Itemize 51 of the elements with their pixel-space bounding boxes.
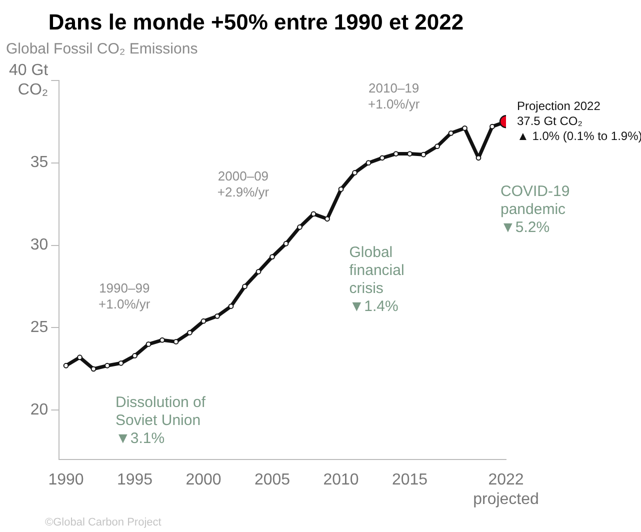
x-tick-label: 1990 bbox=[48, 472, 84, 489]
y-tick-label: 25 bbox=[30, 319, 48, 336]
y-tick-label: 35 bbox=[30, 154, 48, 172]
y-tick-label: 40 Gt CO₂ bbox=[8, 62, 49, 98]
x-tick-label: 2022 projected bbox=[473, 472, 539, 508]
y-tick-label: 20 bbox=[30, 402, 48, 419]
text: ©Global Carbon Project bbox=[45, 516, 162, 529]
x-tick-label: 2005 bbox=[254, 472, 290, 489]
x-tick-label: 2000 bbox=[186, 472, 222, 489]
annotation: 1990–99 +1.0%/yr bbox=[98, 280, 151, 312]
point bbox=[77, 354, 82, 360]
annotation: 2010–19 +1.0%/yr bbox=[368, 80, 420, 112]
annotation: Dissolution of Soviet Union ▼3.1% bbox=[116, 394, 206, 448]
point bbox=[160, 337, 165, 343]
point bbox=[270, 254, 275, 260]
point bbox=[324, 216, 330, 222]
point bbox=[187, 330, 192, 336]
point bbox=[338, 186, 344, 192]
point bbox=[380, 155, 385, 161]
point bbox=[420, 152, 426, 158]
point bbox=[366, 160, 372, 166]
point bbox=[200, 318, 206, 324]
point bbox=[63, 362, 69, 368]
point bbox=[90, 366, 96, 372]
annotation: Global financial crisis ▼1.4% bbox=[349, 244, 404, 316]
point bbox=[214, 313, 220, 319]
point bbox=[434, 144, 440, 150]
point bbox=[146, 341, 152, 347]
point bbox=[462, 126, 468, 131]
x-tick-label: 2010 bbox=[323, 472, 359, 489]
point bbox=[256, 268, 262, 274]
point bbox=[104, 362, 110, 368]
annotation: COVID-19 pandemic ▼5.2% bbox=[500, 183, 570, 236]
point bbox=[132, 353, 138, 358]
x-tick-label: 2015 bbox=[392, 472, 428, 489]
point bbox=[242, 284, 248, 290]
x-tick-label: 1995 bbox=[116, 472, 153, 489]
point bbox=[228, 304, 234, 309]
point bbox=[310, 211, 316, 217]
point bbox=[352, 170, 358, 176]
point bbox=[118, 360, 124, 366]
point bbox=[173, 339, 179, 344]
chart-subtitle: Global Fossil CO₂ Emissions bbox=[6, 40, 198, 58]
y-tick-label: 30 bbox=[30, 236, 48, 254]
point bbox=[407, 151, 412, 156]
chart-title: Dans le monde +50% entre 1990 et 2022 bbox=[48, 9, 464, 34]
point bbox=[448, 130, 454, 136]
annotation: 2000–09 +2.9%/yr bbox=[217, 168, 270, 200]
point bbox=[283, 240, 289, 246]
point bbox=[297, 224, 302, 230]
point bbox=[490, 124, 495, 130]
